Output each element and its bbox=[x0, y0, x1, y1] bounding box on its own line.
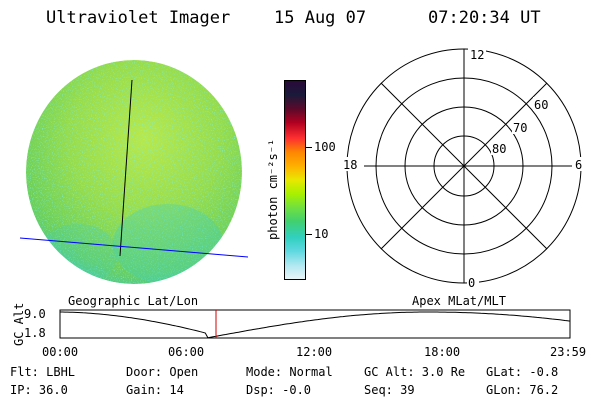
altitude-curve bbox=[60, 311, 571, 339]
colorbar-label-10: 10 bbox=[314, 227, 329, 241]
status-door: Door: Open bbox=[126, 365, 199, 379]
timeline-right-title: Apex MLat/MLT bbox=[412, 294, 506, 308]
timeline-x-tick-3: 18:00 bbox=[424, 345, 461, 359]
timeline-x-tick-0: 00:00 bbox=[42, 345, 79, 359]
lat-label-70: 70 bbox=[513, 121, 527, 135]
timeline-y-tick-bottom: 1.8 bbox=[24, 326, 46, 340]
uv-image-panel bbox=[19, 60, 249, 284]
status-glat: GLat: -0.8 bbox=[486, 365, 559, 379]
colorbar-label-100: 100 bbox=[314, 140, 336, 154]
date-label: 15 Aug 07 bbox=[274, 8, 367, 28]
status-glon: GLon: 76.2 bbox=[486, 383, 559, 397]
status-mode: Mode: Normal bbox=[246, 365, 333, 379]
status-ip: IP: 36.0 bbox=[10, 383, 68, 397]
status-gain: Gain: 14 bbox=[126, 383, 184, 397]
colorbar bbox=[284, 80, 306, 280]
timeline-x-tick-2: 12:00 bbox=[296, 345, 333, 359]
polar-grid: 12 18 6 0 60 70 80 bbox=[342, 47, 586, 290]
timeline-x-tick-4: 23:59 bbox=[550, 345, 587, 359]
timeline-x-tick-1: 06:00 bbox=[168, 345, 205, 359]
lat-label-60: 60 bbox=[534, 98, 548, 112]
timeline-left-title: Geographic Lat/Lon bbox=[68, 294, 199, 308]
mlt-label-right: 6 bbox=[575, 158, 582, 172]
colorbar-tick-10 bbox=[306, 234, 312, 235]
mlt-label-top: 12 bbox=[470, 48, 484, 62]
status-dsp: Dsp: -0.0 bbox=[246, 383, 312, 397]
lat-label-80: 80 bbox=[492, 142, 506, 156]
polar-diagonal-2 bbox=[380, 82, 548, 250]
status-seq: Seq: 39 bbox=[364, 383, 415, 397]
timeline-plot bbox=[59, 309, 571, 339]
latitude-line bbox=[19, 237, 249, 258]
timeline-y-tick-top: 9.0 bbox=[24, 307, 46, 321]
status-gc-alt: GC Alt: 3.0 Re bbox=[364, 365, 466, 379]
colorbar-units: photon cm⁻²s⁻¹ bbox=[266, 138, 280, 240]
longitude-line bbox=[119, 79, 133, 257]
mlt-label-left: 18 bbox=[343, 158, 357, 172]
mlt-label-bottom: 0 bbox=[468, 276, 475, 290]
colorbar-tick-100 bbox=[306, 147, 312, 148]
instrument-title: Ultraviolet Imager bbox=[46, 8, 231, 28]
time-label: 07:20:34 UT bbox=[428, 8, 541, 28]
status-filter: Flt: LBHL bbox=[10, 365, 76, 379]
